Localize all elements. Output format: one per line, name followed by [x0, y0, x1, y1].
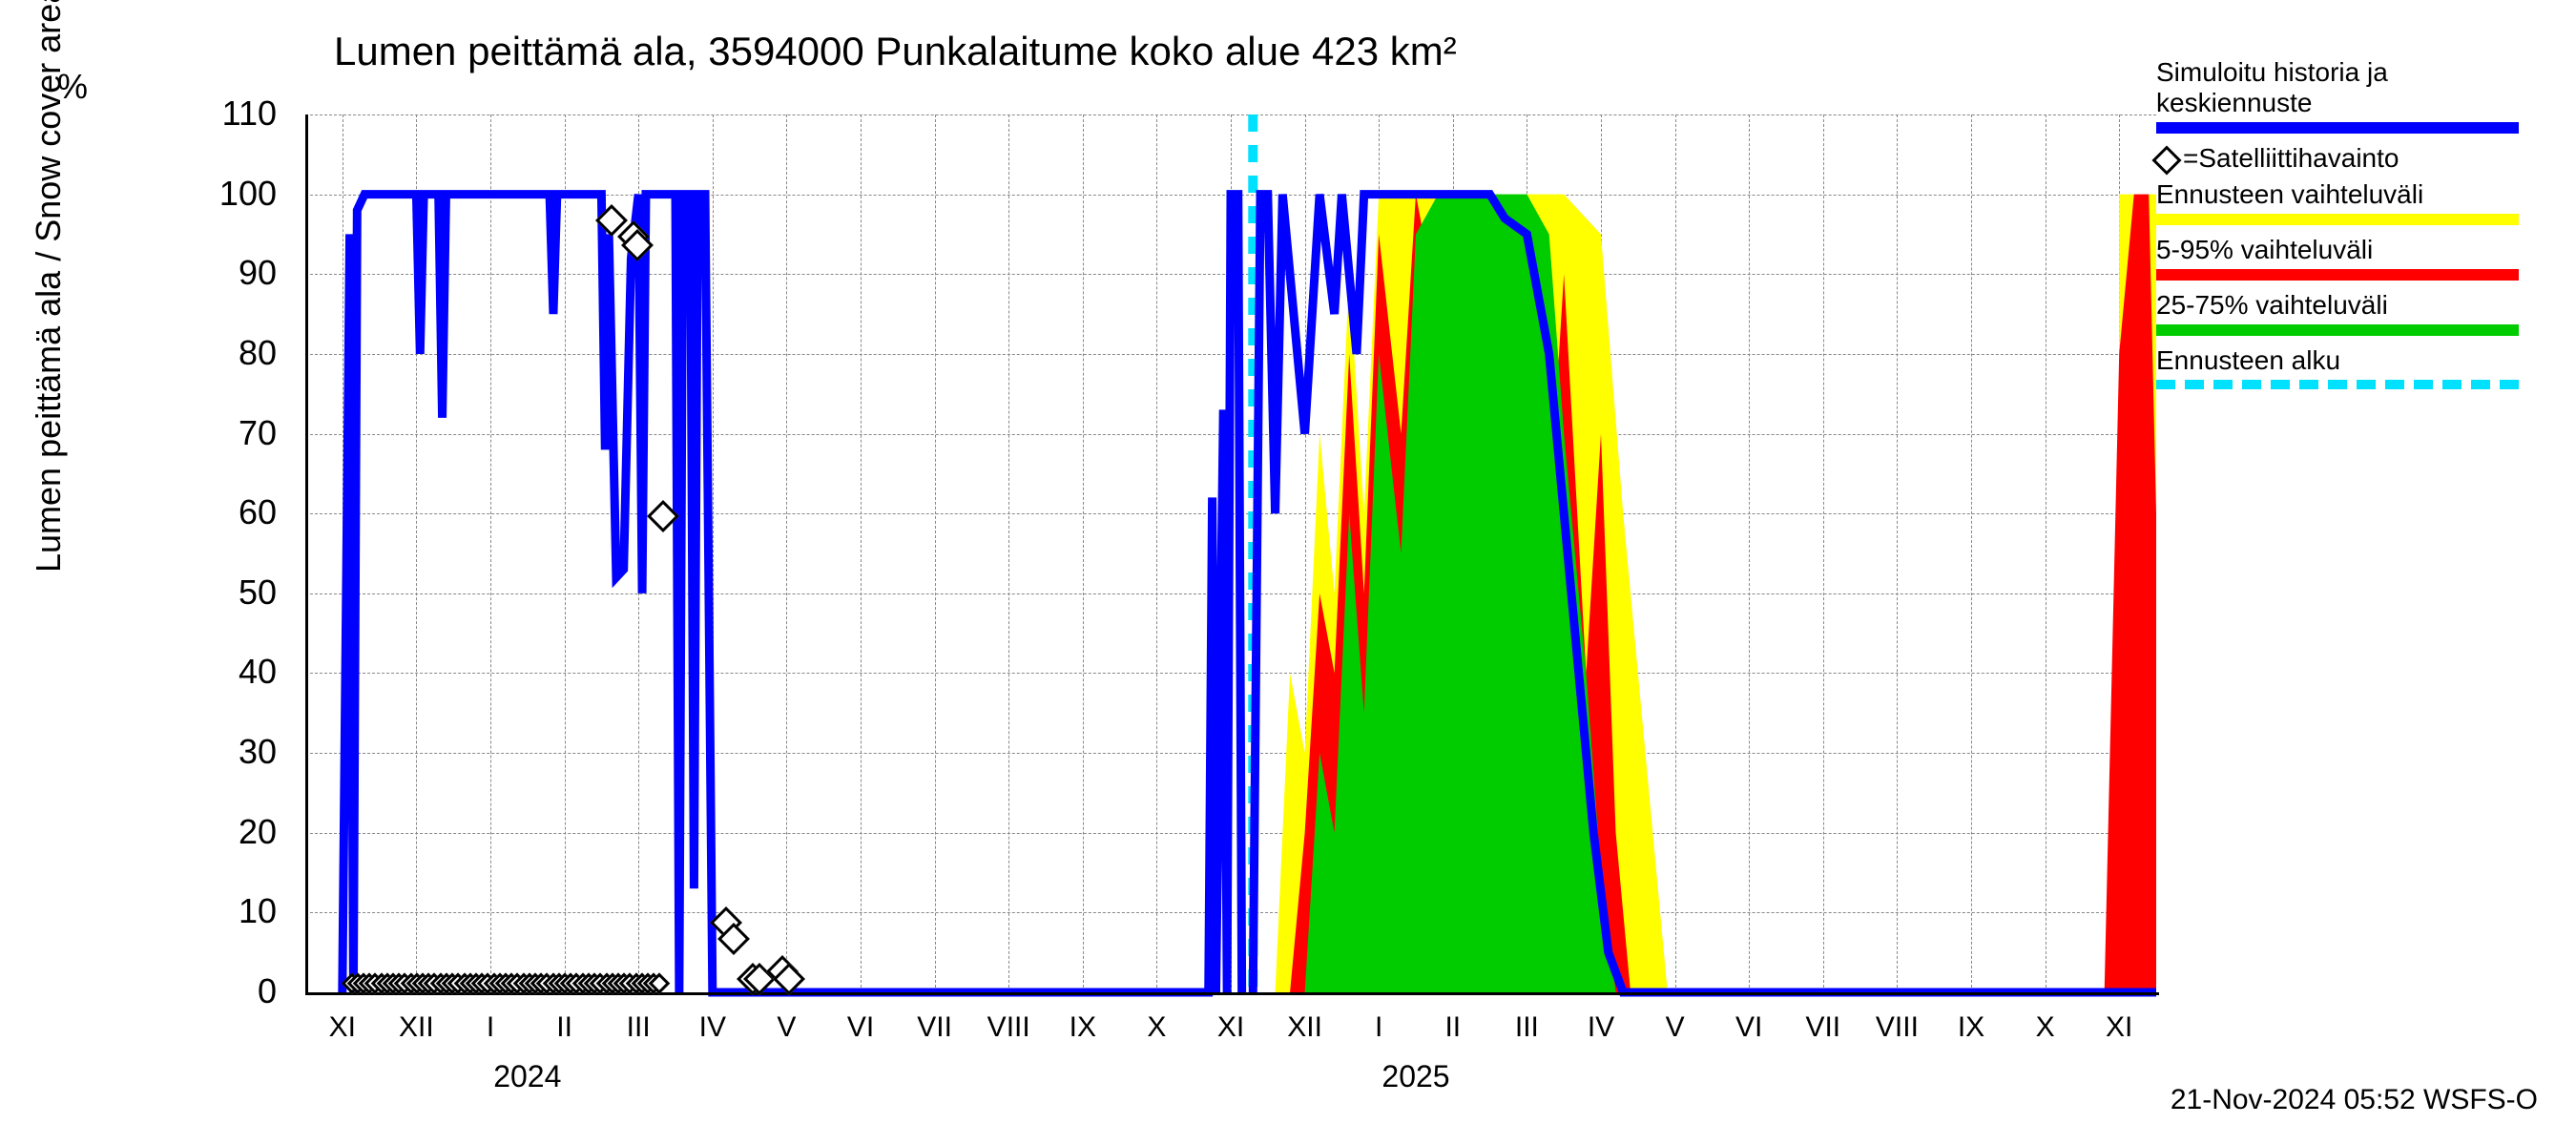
x-tick-label: X — [1147, 1011, 1166, 1044]
legend-item: Ennusteen vaihteluväli — [2156, 179, 2538, 225]
y-tick-label: 40 — [181, 652, 277, 692]
y-axis-label: Lumen peittämä ala / Snow cover area — [29, 0, 69, 572]
x-tick-label: II — [1444, 1011, 1461, 1044]
legend-item: 25-75% vaihteluväli — [2156, 290, 2538, 336]
y-tick-label: 50 — [181, 572, 277, 613]
legend-label: Ennusteen vaihteluväli — [2156, 179, 2538, 210]
legend-item: Simuloitu historia ja keskiennuste — [2156, 57, 2538, 134]
x-tick-label: III — [1515, 1011, 1539, 1044]
x-tick-label: VI — [847, 1011, 874, 1044]
x-tick-label: VII — [1805, 1011, 1840, 1044]
y-tick-label: 80 — [181, 333, 277, 373]
x-tick-label: VIII — [1876, 1011, 1919, 1044]
x-tick-label: VIII — [987, 1011, 1030, 1044]
x-tick-label: I — [1375, 1011, 1382, 1044]
diamond-icon — [2151, 145, 2181, 175]
legend-item: =Satelliittihavainto — [2156, 143, 2538, 174]
legend-item: Ennusteen alku — [2156, 345, 2538, 389]
legend-swatch — [2156, 324, 2519, 336]
y-tick-label: 10 — [181, 891, 277, 931]
x-tick-label: I — [487, 1011, 494, 1044]
plot-frame — [305, 114, 2159, 995]
chart-container: Lumen peittämä ala, 3594000 Punkalaitume… — [0, 0, 2576, 1145]
legend: Simuloitu historia ja keskiennuste =Satel… — [2156, 57, 2538, 399]
y-tick-label: 20 — [181, 812, 277, 852]
year-label: 2025 — [1381, 1059, 1449, 1094]
y-tick-label: 110 — [181, 94, 277, 134]
x-tick-label: V — [777, 1011, 796, 1044]
x-tick-label: XI — [329, 1011, 356, 1044]
y-tick-label: 60 — [181, 492, 277, 532]
x-tick-label: XI — [2106, 1011, 2132, 1044]
x-tick-label: II — [556, 1011, 572, 1044]
x-tick-label: VII — [917, 1011, 952, 1044]
legend-label: 5-95% vaihteluväli — [2156, 235, 2538, 265]
chart-title: Lumen peittämä ala, 3594000 Punkalaitume… — [334, 29, 1457, 74]
legend-item: 5-95% vaihteluväli — [2156, 235, 2538, 281]
legend-label: Simuloitu historia ja keskiennuste — [2156, 57, 2538, 118]
x-tick-label: VI — [1735, 1011, 1762, 1044]
legend-swatch — [2156, 269, 2519, 281]
x-tick-label: IV — [699, 1011, 726, 1044]
x-tick-label: IX — [1958, 1011, 1984, 1044]
y-tick-label: 70 — [181, 413, 277, 453]
legend-label: 25-75% vaihteluväli — [2156, 290, 2538, 321]
y-tick-label: 0 — [181, 971, 277, 1011]
x-tick-label: XII — [1287, 1011, 1322, 1044]
legend-label: =Satelliittihavainto — [2183, 143, 2399, 173]
legend-label: Ennusteen alku — [2156, 345, 2538, 376]
x-tick-label: X — [2036, 1011, 2055, 1044]
x-tick-label: XII — [399, 1011, 434, 1044]
x-tick-label: XI — [1217, 1011, 1244, 1044]
footer-timestamp: 21-Nov-2024 05:52 WSFS-O — [2171, 1084, 2538, 1116]
year-label: 2024 — [493, 1059, 561, 1094]
x-tick-label: III — [627, 1011, 651, 1044]
x-tick-label: IV — [1588, 1011, 1614, 1044]
x-tick-label: V — [1666, 1011, 1685, 1044]
y-tick-label: 30 — [181, 732, 277, 772]
x-tick-label: IX — [1070, 1011, 1096, 1044]
legend-swatch — [2156, 380, 2519, 389]
legend-swatch — [2156, 214, 2519, 225]
y-tick-label: 100 — [181, 174, 277, 214]
y-tick-label: 90 — [181, 253, 277, 293]
legend-swatch — [2156, 122, 2519, 134]
